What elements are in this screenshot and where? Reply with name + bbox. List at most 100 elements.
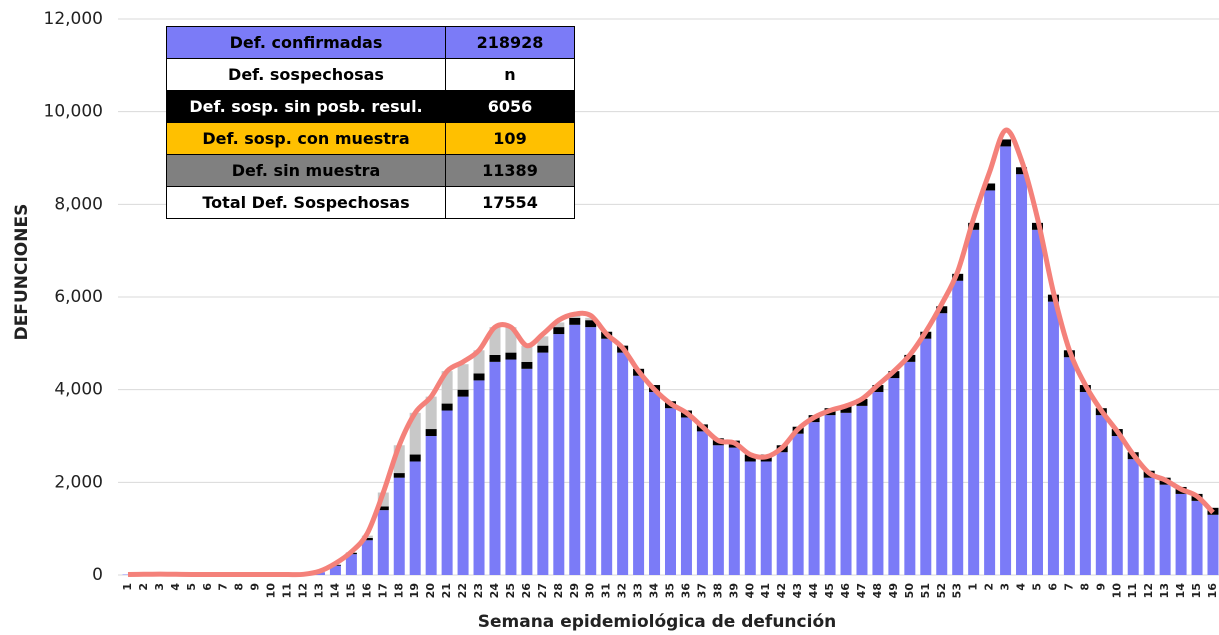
bar-segment xyxy=(601,338,613,575)
table-label: Def. sospechosas xyxy=(166,58,446,91)
x-tick-label: 37 xyxy=(695,583,708,598)
summary-table: Def. confirmadas 218928 Def. sospechosas n D… xyxy=(166,26,575,219)
x-tick-label: 16 xyxy=(1206,583,1219,599)
y-tick-label: 0 xyxy=(92,565,103,585)
x-tick-label: 46 xyxy=(839,583,852,599)
x-tick-label: 23 xyxy=(472,583,485,598)
bar-segment xyxy=(537,336,549,346)
x-tick-label: 20 xyxy=(424,583,437,599)
bar-segment xyxy=(377,506,389,511)
x-tick-label: 38 xyxy=(711,583,724,598)
y-tick-label: 6,000 xyxy=(54,287,103,307)
bar-segment xyxy=(936,306,948,314)
x-tick-label: 16 xyxy=(360,583,373,599)
bar-segment xyxy=(521,361,533,369)
total-line xyxy=(127,127,1215,578)
x-tick-label: 7 xyxy=(217,583,230,591)
bar-segment xyxy=(441,403,453,411)
bar-segment xyxy=(409,461,421,575)
table-row: Def. sosp. sin posb. resul. 6056 xyxy=(166,90,575,123)
table-row: Def. sin muestra 11389 xyxy=(166,154,575,187)
x-tick-label: 43 xyxy=(791,583,804,598)
bar-segment xyxy=(824,415,836,575)
x-tick-label: 21 xyxy=(440,583,453,598)
table-label: Def. sosp. sin posb. resul. xyxy=(166,90,446,123)
x-tick-label: 44 xyxy=(807,583,820,599)
bar-segment xyxy=(473,350,485,374)
bar-segment xyxy=(569,324,581,575)
bar-segment xyxy=(329,565,341,575)
x-tick-label: 11 xyxy=(281,583,294,598)
bar-segment xyxy=(377,510,389,575)
bar-segment xyxy=(1000,146,1012,575)
bar-segment xyxy=(1047,301,1059,575)
table-value: 11389 xyxy=(445,154,575,187)
bar-segment xyxy=(569,317,581,325)
x-tick-label: 30 xyxy=(584,583,597,599)
table-row: Def. confirmadas 218928 xyxy=(166,26,575,59)
bar-segment xyxy=(505,352,517,360)
x-tick-label: 12 xyxy=(297,583,310,598)
bar-segment xyxy=(361,540,373,575)
x-tick-label: 7 xyxy=(1062,583,1075,591)
bar-segment xyxy=(553,322,565,328)
bar-segment xyxy=(776,452,788,575)
bar-segment xyxy=(1111,436,1123,575)
bar-segment xyxy=(505,359,517,575)
bar-segment xyxy=(585,327,597,575)
x-tick-label: 19 xyxy=(408,583,421,598)
bar-segment xyxy=(409,412,421,455)
x-tick-label: 29 xyxy=(568,583,581,598)
bar-segment xyxy=(744,461,756,575)
x-tick-label: 22 xyxy=(456,583,469,598)
x-tick-label: 41 xyxy=(759,583,772,598)
x-tick-label: 42 xyxy=(775,583,788,598)
bar-segment xyxy=(712,445,724,575)
bar-segment xyxy=(968,229,980,576)
bar-segment xyxy=(393,445,405,474)
bar-segment xyxy=(585,317,597,321)
x-tick-label: 49 xyxy=(887,583,900,598)
bar-segment xyxy=(840,405,852,413)
x-tick-label: 32 xyxy=(616,583,629,598)
bar-segment xyxy=(665,408,676,575)
table-value: 6056 xyxy=(445,90,575,123)
x-tick-label: 4 xyxy=(1015,583,1028,591)
x-tick-label: 2 xyxy=(137,583,150,591)
y-tick-label: 8,000 xyxy=(54,194,103,214)
bar-segment xyxy=(1000,139,1012,147)
x-tick-label: 5 xyxy=(185,583,198,591)
y-tick-label: 12,000 xyxy=(44,9,103,29)
bar-segment xyxy=(489,327,501,355)
x-tick-label: 26 xyxy=(520,583,533,599)
x-tick-label: 9 xyxy=(249,583,262,591)
y-tick-label: 4,000 xyxy=(54,380,103,400)
x-tick-label: 53 xyxy=(951,583,964,598)
x-tick-label: 6 xyxy=(201,583,214,591)
x-tick-label: 51 xyxy=(919,583,932,598)
bar-segment xyxy=(1079,391,1091,575)
x-tick-label: 47 xyxy=(855,583,868,598)
bar-segment xyxy=(409,454,421,462)
bar-segment xyxy=(505,327,517,353)
x-tick-label: 4 xyxy=(169,583,182,591)
bar-segment xyxy=(441,410,453,575)
x-tick-label: 34 xyxy=(648,583,661,599)
bar-segment xyxy=(1175,493,1187,575)
bar-segment xyxy=(1191,500,1203,575)
bar-segment xyxy=(1127,459,1139,575)
bar-segment xyxy=(393,473,405,478)
bar-segment xyxy=(856,398,868,406)
bar-segment xyxy=(361,537,373,541)
table-value: 17554 xyxy=(445,186,575,219)
table-row: Def. sospechosas n xyxy=(166,58,575,91)
x-tick-label: 1 xyxy=(967,583,980,591)
bar-segment xyxy=(696,431,708,575)
x-tick-label: 15 xyxy=(1190,583,1203,598)
x-tick-label: 15 xyxy=(344,583,357,598)
x-tick-label: 2 xyxy=(983,583,996,591)
table-label: Total Def. Sospechosas xyxy=(166,186,446,219)
bar-segment xyxy=(728,447,740,575)
bar-segment xyxy=(936,313,948,575)
table-label: Def. sosp. con muestra xyxy=(166,122,446,155)
